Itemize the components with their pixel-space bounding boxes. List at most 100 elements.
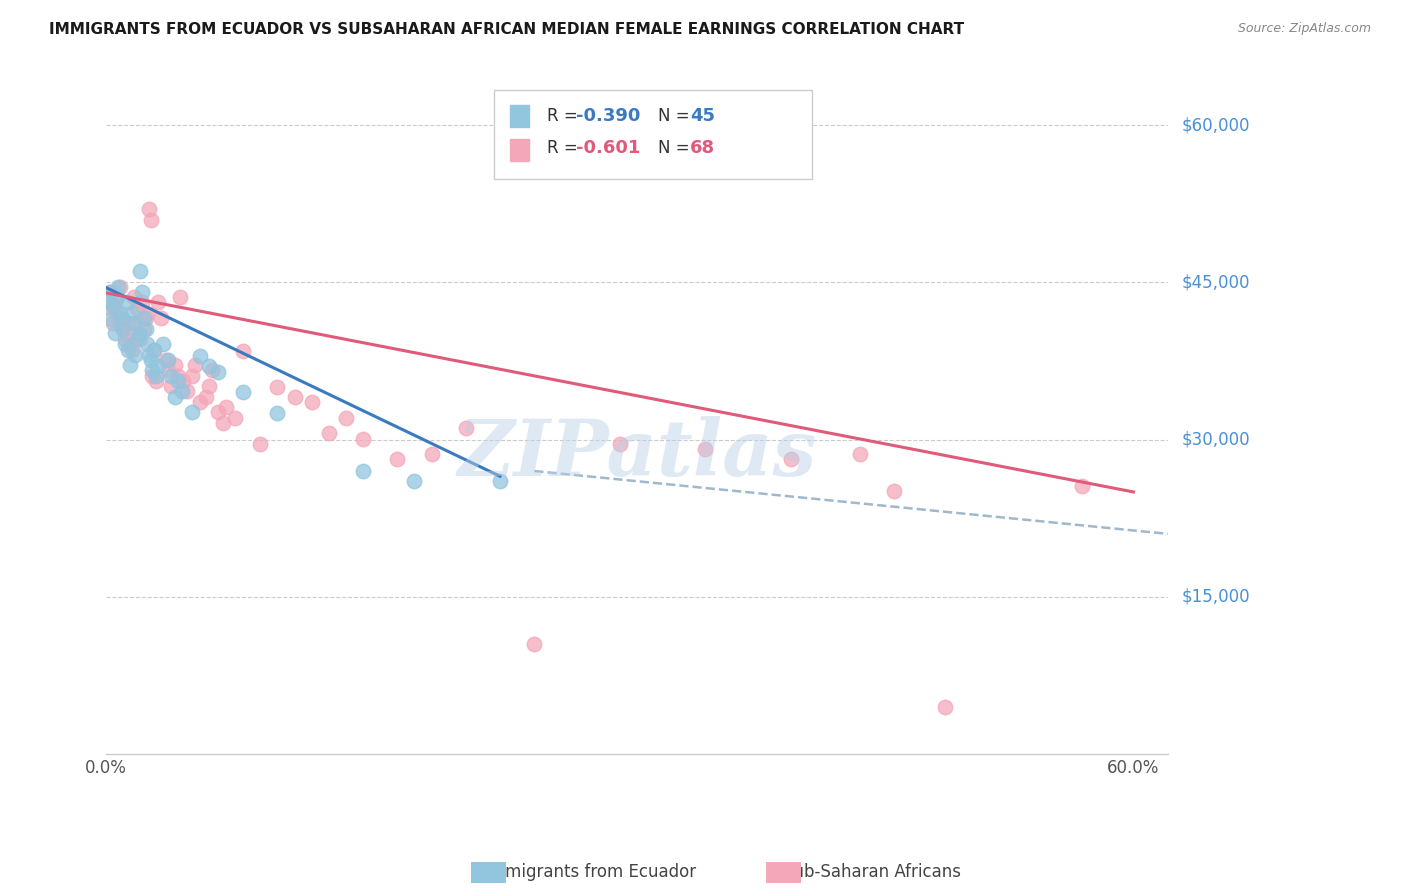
Point <box>152 337 174 351</box>
Point <box>207 405 229 419</box>
Point <box>301 395 323 409</box>
Point <box>156 353 179 368</box>
Point <box>139 353 162 368</box>
Point <box>180 405 202 419</box>
Point <box>387 452 409 467</box>
Point <box>117 343 139 357</box>
Text: 45: 45 <box>690 107 716 125</box>
Point <box>120 337 142 351</box>
Point <box>98 285 121 299</box>
Point <box>883 483 905 498</box>
Point <box>523 637 546 651</box>
Point <box>489 475 512 489</box>
Point <box>198 379 221 393</box>
Point <box>163 390 186 404</box>
Point <box>145 374 167 388</box>
Point <box>232 343 254 358</box>
Point <box>104 326 127 340</box>
Point <box>138 202 160 216</box>
Point <box>145 368 167 383</box>
Point <box>190 395 212 409</box>
Point <box>104 295 127 310</box>
Point <box>1071 478 1094 492</box>
Point <box>167 368 190 383</box>
Point <box>146 359 169 374</box>
Point <box>122 290 145 304</box>
Point <box>167 374 190 388</box>
Text: IMMIGRANTS FROM ECUADOR VS SUBSAHARAN AFRICAN MEDIAN FEMALE EARNINGS CORRELATION: IMMIGRANTS FROM ECUADOR VS SUBSAHARAN AF… <box>49 22 965 37</box>
Point <box>135 321 157 335</box>
Point <box>176 384 198 399</box>
Point <box>117 316 139 330</box>
Point <box>318 426 340 441</box>
Point <box>155 353 177 368</box>
Point <box>150 311 173 326</box>
Point <box>125 301 148 315</box>
Point <box>115 326 138 341</box>
Point <box>124 348 146 362</box>
Point <box>160 379 183 393</box>
Point <box>111 316 134 330</box>
Text: $15,000: $15,000 <box>1181 588 1250 606</box>
Point <box>141 363 163 377</box>
Point <box>249 437 271 451</box>
FancyBboxPatch shape <box>494 90 813 178</box>
Text: Sub-Saharan Africans: Sub-Saharan Africans <box>783 863 960 881</box>
Text: $45,000: $45,000 <box>1181 274 1250 292</box>
Point <box>131 285 153 299</box>
Point <box>128 326 150 341</box>
Point <box>128 326 150 341</box>
Text: R =: R = <box>547 139 582 157</box>
Point <box>609 437 631 451</box>
Point <box>848 447 870 461</box>
Point <box>201 363 224 377</box>
Text: N =: N = <box>658 107 695 125</box>
Text: N =: N = <box>658 139 695 157</box>
Text: $30,000: $30,000 <box>1181 431 1250 449</box>
Point <box>112 321 135 335</box>
Point <box>131 295 153 310</box>
Point <box>135 311 157 326</box>
Point <box>169 290 191 304</box>
Point <box>143 343 166 357</box>
Point <box>207 364 229 378</box>
Point <box>129 332 152 346</box>
Point <box>107 279 129 293</box>
Point <box>125 332 148 346</box>
Point <box>224 410 246 425</box>
Text: 68: 68 <box>690 139 716 157</box>
Point <box>266 406 288 420</box>
Point <box>101 299 124 313</box>
Point <box>97 294 120 309</box>
Point <box>180 368 202 383</box>
Point <box>121 343 143 357</box>
Point <box>139 212 162 227</box>
Point <box>108 279 131 293</box>
Point <box>352 432 374 446</box>
Text: -0.390: -0.390 <box>576 107 641 125</box>
Point <box>121 306 143 320</box>
Text: R =: R = <box>547 107 582 125</box>
Point <box>215 400 238 414</box>
Point <box>335 410 357 425</box>
Point <box>114 332 136 346</box>
Text: Immigrants from Ecuador: Immigrants from Ecuador <box>485 863 696 881</box>
Point <box>129 264 152 278</box>
Point <box>211 416 233 430</box>
Point <box>160 368 183 383</box>
Point <box>100 312 122 326</box>
Point <box>454 421 477 435</box>
Point <box>122 316 145 330</box>
Point <box>284 390 307 404</box>
Point <box>107 311 129 326</box>
Point <box>132 321 155 335</box>
Point <box>112 321 135 335</box>
Point <box>352 464 374 478</box>
Point <box>105 290 128 304</box>
FancyBboxPatch shape <box>509 139 529 161</box>
Point <box>194 390 217 404</box>
Point <box>184 358 207 372</box>
Text: $60,000: $60,000 <box>1181 116 1250 135</box>
Point <box>120 358 142 372</box>
Point <box>111 311 134 326</box>
